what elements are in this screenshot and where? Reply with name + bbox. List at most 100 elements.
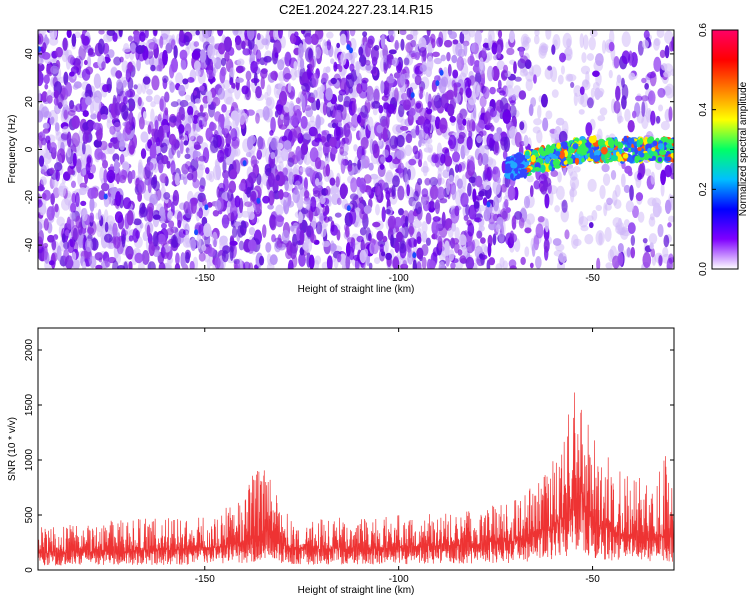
spectrogram-noise-blob <box>416 231 422 243</box>
spectrogram-noise-blob <box>448 134 457 150</box>
spectrogram-noise-blob <box>219 235 228 245</box>
spectrogram-noise-blob <box>304 238 313 253</box>
spectrogram-noise-blob <box>585 122 593 137</box>
spectrogram-noise-blob <box>137 261 145 269</box>
spectrogram-noise-blob <box>514 76 522 82</box>
spectrogram-noise-blob <box>380 251 386 257</box>
spectrogram-noise-blob <box>440 76 449 87</box>
spectrogram-noise-blob <box>426 30 431 37</box>
spectrogram-noise-blob <box>489 86 496 95</box>
spectrogram-noise-blob <box>386 56 392 69</box>
spectrogram-noise-blob <box>540 43 549 51</box>
spectrogram-noise-blob <box>421 256 427 269</box>
spectrogram-noise-blob <box>664 83 674 99</box>
spectrogram-noise-blob <box>222 128 229 135</box>
spectrogram-noise-blob <box>551 44 556 55</box>
spectrogram-noise-blob <box>221 250 229 263</box>
spectrogram-noise-blob <box>359 249 367 264</box>
spectrogram-noise-blob <box>360 154 366 169</box>
spectrogram-noise-blob <box>151 176 158 189</box>
spectrogram-signal-blob <box>580 139 587 144</box>
spectrogram-noise-blob <box>519 55 528 64</box>
spectrogram-noise-blob <box>560 207 569 223</box>
spectrogram-noise-blob <box>443 66 448 79</box>
spectrogram-noise-blob <box>551 89 559 98</box>
spectrogram-noise-blob <box>280 148 289 162</box>
spectrogram-noise-blob <box>356 83 363 94</box>
spectrogram-noise-blob <box>666 257 673 269</box>
spectrogram-noise-blob <box>414 51 420 61</box>
spectrogram-noise-blob <box>599 185 606 200</box>
spectrogram-noise-blob <box>104 221 109 233</box>
spectrogram-noise-blob <box>247 239 257 252</box>
spectrogram-noise-blob <box>458 234 467 246</box>
spectrogram-noise-blob <box>66 30 72 39</box>
spectrogram-noise-blob <box>479 57 484 71</box>
spectrogram-noise-blob <box>514 131 522 148</box>
spectrogram-noise-blob <box>400 73 406 86</box>
spectrogram-noise-blob <box>150 108 155 124</box>
spectrogram-noise-blob <box>463 42 468 57</box>
spectrogram-noise-blob <box>147 261 156 269</box>
spectrogram-noise-blob <box>235 77 244 83</box>
spectrogram-noise-blob <box>81 68 91 81</box>
spectrogram-noise-blob <box>489 107 497 118</box>
spectrogram-noise-blob <box>85 238 93 252</box>
spectrogram-noise-blob <box>412 259 417 269</box>
spectrogram-signal-blob <box>554 150 561 156</box>
spectrogram-noise-blob <box>82 261 87 269</box>
spectrogram-noise-blob <box>260 68 268 75</box>
spectrogram-noise-blob <box>304 190 310 199</box>
spectrogram-signal-blob <box>523 170 528 179</box>
spectrogram-noise-blob <box>357 159 362 171</box>
spectrogram-noise-blob <box>502 109 512 124</box>
spectrogram-noise-blob <box>246 186 252 198</box>
spectrogram-noise-blob <box>85 96 92 106</box>
spectrogram-noise-blob <box>83 59 88 66</box>
spectrogram-noise-blob <box>444 90 454 101</box>
spectrogram-noise-blob <box>584 234 594 245</box>
spectrogram-noise-blob <box>196 210 203 217</box>
spectrogram-noise-blob <box>294 31 299 38</box>
spectrogram-noise-blob <box>533 34 540 45</box>
spectrogram-noise-blob <box>192 178 200 189</box>
spectrogram-noise-blob <box>472 188 477 203</box>
spectrogram-noise-blob <box>247 211 255 220</box>
spectrogram-noise-blob <box>162 49 168 66</box>
spectrogram-noise-blob <box>582 34 589 50</box>
spectrogram-noise-blob <box>178 130 183 139</box>
spectrogram-noise-blob <box>103 169 108 184</box>
spectrogram-noise-blob <box>505 207 511 213</box>
spectrogram-noise-blob <box>179 99 189 108</box>
spectrogram-noise-blob <box>547 65 553 71</box>
spectrogram-noise-blob <box>207 247 216 257</box>
spectrogram-noise-blob <box>127 35 134 42</box>
spectrogram-noise-blob <box>396 231 403 243</box>
spectrogram-noise-blob <box>207 90 213 105</box>
x-tick-label: -150 <box>195 574 215 585</box>
spectrogram-noise-blob <box>43 245 48 261</box>
spectrogram-noise-blob <box>372 66 377 74</box>
x-tick-label: -50 <box>585 574 600 585</box>
spectrogram-noise-blob <box>250 190 257 202</box>
spectrogram-noise-blob <box>38 89 41 105</box>
spectrogram-noise-blob <box>523 195 531 209</box>
spectrogram-noise-blob <box>238 240 245 251</box>
spectrogram-noise-blob <box>644 82 649 90</box>
spectrogram-noise-blob <box>533 180 541 190</box>
spectrogram-noise-blob <box>394 87 399 102</box>
spectrogram-noise-blob <box>62 126 70 135</box>
spectrogram-noise-blob <box>106 30 116 37</box>
spectrogram-noise-blob <box>184 123 192 135</box>
spectrogram-signal-blob <box>652 140 658 147</box>
spectrogram-noise-blob <box>283 112 290 127</box>
spectrogram-noise-blob <box>262 106 270 121</box>
spectrogram-noise-blob <box>223 79 231 90</box>
spectrogram-noise-blob <box>605 262 613 269</box>
spectrogram-noise-blob <box>381 206 386 223</box>
spectrogram-noise-blob <box>72 84 79 90</box>
spectrogram-noise-blob <box>535 255 542 269</box>
spectrogram-noise-blob <box>523 134 529 147</box>
spectrogram-noise-blob <box>237 225 245 238</box>
spectrogram-noise-blob <box>182 237 192 248</box>
